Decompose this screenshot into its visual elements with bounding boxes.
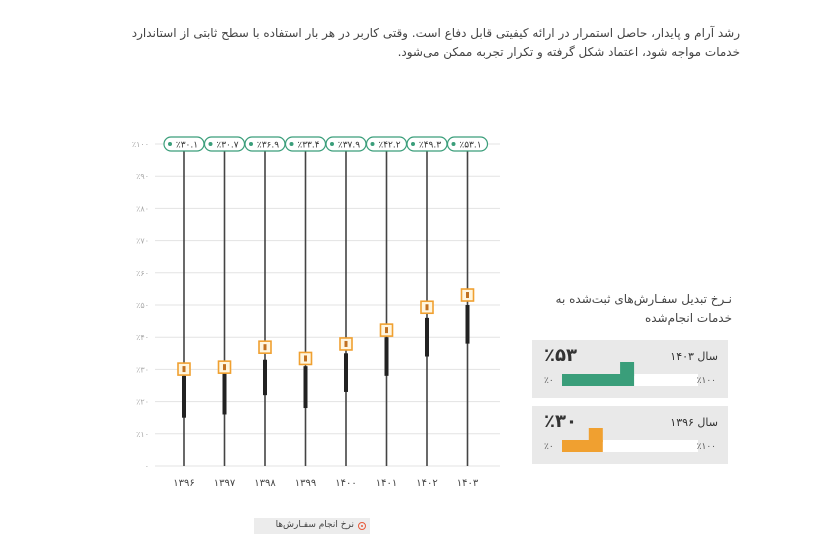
value-label: ٪۳۰.۱ [176,141,198,151]
x-tick-label: ۱۴۰۳ [457,478,479,489]
x-tick-label: ۱۳۹۸ [254,478,276,489]
y-tick-label: ۰ [145,462,149,471]
y-tick-label: ٪۷۰ [136,237,149,246]
y-tick-label: ٪۳۰ [136,365,149,374]
card-bar-step [588,428,603,442]
value-label-dot [411,142,415,146]
card-1403-bar [562,362,698,386]
intro-paragraph: رشد آرام و پایدار، حاصل استمرار در ارائه… [131,26,740,59]
card-1396: سال ۱۳۹۶ ٪۳۰ ٪۱۰۰ ٪۰ [532,406,728,464]
x-tick-label: ۱۴۰۰ [335,478,356,489]
card-bar-fill [562,440,603,452]
value-marker-core [425,304,429,311]
card-1403-percent: ٪۵۳ [544,345,577,366]
y-tick-label: ٪۴۰ [136,333,149,342]
value-marker-core [304,355,307,362]
value-label-dot [249,142,253,146]
card-1403-scale-min: ٪۰ [544,376,554,386]
value-marker-core [385,327,388,334]
y-tick-label: ٪۱۰۰ [132,140,149,149]
value-marker-core [344,340,348,347]
value-label-pill [446,136,489,152]
value-marker-core [182,366,186,373]
value-marker-core [263,344,267,351]
value-label: ٪۳۳.۴ [297,141,319,151]
value-label: ٪۳۶.۹ [257,141,279,151]
x-tick-label: ۱۳۹۹ [295,478,316,489]
y-tick-label: ٪۶۰ [136,269,149,278]
value-label: ٪۵۳.۱ [459,141,481,151]
value-label-dot [168,142,172,146]
value-label-dot [451,142,456,146]
chart-legend[interactable]: نرخ انجام سفـارش‌ها [254,518,370,534]
value-label-dot [289,142,294,146]
y-tick-label: ٪۱۰ [136,430,149,439]
card-bar-step [620,362,635,376]
value-marker-core [466,292,469,299]
card-1403: سال ۱۴۰۳ ٪۵۳ ٪۱۰۰ ٪۰ [532,340,728,398]
value-marker-core [223,364,226,371]
value-label: ٪۳۰.۷ [216,141,238,151]
value-label: ٪۳۷.۹ [338,141,360,151]
x-tick-label: ۱۴۰۱ [376,478,397,489]
cards-title: نـرخ تبدیل سفـارش‌های ثبت‌شده به خدمات ا… [555,292,732,325]
y-tick-label: ٪۸۰ [136,204,149,213]
y-tick-label: ٪۹۰ [136,172,149,181]
legend-marker-icon [358,522,366,530]
value-label: ٪۴۹.۳ [419,141,441,151]
card-1396-scale-min: ٪۰ [544,442,554,452]
legend-label: نرخ انجام سفـارش‌ها [275,520,354,530]
card-1396-year: سال ۱۳۹۶ [670,416,718,429]
card-bar-fill [562,374,635,386]
card-1396-scale-max: ٪۱۰۰ [696,442,716,452]
x-tick-label: ۱۳۹۶ [173,478,194,489]
card-1403-year: سال ۱۴۰۳ [670,350,718,363]
card-1403-scale-max: ٪۱۰۰ [696,376,716,386]
y-tick-label: ٪۵۰ [136,301,149,310]
card-1396-bar [562,428,698,452]
x-tick-label: ۱۳۹۷ [214,478,236,489]
value-label: ٪۴۲.۲ [378,141,400,151]
card-1396-percent: ٪۳۰ [544,411,577,432]
y-tick-label: ٪۲۰ [136,398,149,407]
value-label-dot [330,142,334,146]
value-label-dot [370,142,375,146]
value-label-dot [208,142,213,146]
x-tick-label: ۱۴۰۲ [416,478,437,489]
